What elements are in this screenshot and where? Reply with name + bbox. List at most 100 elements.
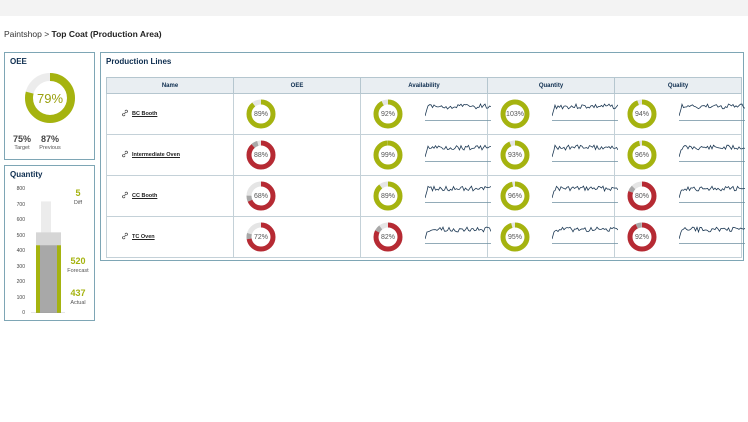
quantity-diff-label: Diff [73,200,83,206]
availability-sparkline [425,103,491,121]
oee-gauge: 68% [246,181,276,211]
quantity-sparkline [552,103,618,121]
quantity-forecast-label: Forecast [67,268,89,274]
metric-cell-oee: 89% [233,93,361,135]
quantity-panel: Quantity 800 700 600 500 400 300 200 100 0 5 Dif… [4,165,95,321]
quality-gauge-value: 94% [634,110,649,118]
line-link[interactable]: Intermediate Oven [121,150,180,160]
quality-gauge-value: 92% [634,233,649,241]
quantity-axis-tick: 300 [16,263,25,270]
line-name-cell: CC Booth [106,175,234,217]
link-icon [121,109,129,119]
line-link[interactable]: CC Booth [121,191,157,201]
availability-gauge: 89% [373,181,403,211]
oee-panel: OEE 79% 75% Target 87% Previous [4,52,95,160]
metric-cell-oee: 72% [233,216,361,258]
breadcrumb-separator: > [44,29,50,39]
link-icon [121,191,129,201]
availability-sparkline [425,226,491,244]
metric-cell-availability: 99% [360,134,491,176]
link-icon [121,150,129,160]
quantity-axis-tick: 600 [16,217,25,223]
line-name: CC Booth [132,193,158,199]
availability-sparkline [425,144,491,162]
oee-gauge: 79% [24,72,76,124]
metric-cell-quality: 94% [614,93,745,135]
link-icon [121,232,129,242]
oee-gauge-value: 89% [253,110,268,118]
quantity-actual-bar-right [57,245,61,313]
quantity-axis-tick: 500 [16,232,25,239]
table-row: Intermediate Oven 88% 99% [106,134,745,176]
oee-previous-value: 87% [40,134,59,144]
oee-panel-title: OEE [10,57,27,66]
availability-gauge: 99% [373,140,403,170]
oee-gauge-value: 79% [36,90,64,106]
quantity-axis-tick: 700 [16,201,25,208]
metric-cell-quantity: 93% [487,134,618,176]
quantity-sparkline [552,185,618,203]
metric-cell-quality: 96% [614,134,745,176]
quality-sparkline [679,103,745,121]
column-header-name[interactable]: Name [106,77,234,94]
quality-gauge-value: 96% [634,151,649,159]
line-name-cell: TC Oven [106,216,234,258]
column-header-quality[interactable]: Quality [614,77,742,94]
column-header-oee[interactable]: OEE [233,77,361,94]
metric-cell-oee: 88% [233,134,361,176]
oee-gauge: 88% [246,140,276,170]
quantity-axis-tick: 100 [16,294,25,301]
oee-gauge-value: 72% [253,233,268,241]
quantity-gauge: 95% [500,222,530,252]
quantity-sparkline [552,226,618,244]
quantity-gauge-value: 95% [507,233,522,241]
quantity-actual-bar [36,245,40,313]
oee-gauge-value: 68% [253,192,268,200]
breadcrumb-parent[interactable]: Paintshop [4,29,42,39]
oee-gauge: 89% [246,99,276,129]
quantity-diff-value: 5 [75,188,81,198]
oee-gauge-value: 88% [253,151,268,159]
oee-previous-label: Previous [39,145,61,151]
top-bar [0,0,748,16]
quality-gauge: 94% [627,99,657,129]
quality-sparkline [679,185,745,203]
oee-previous: 87% Previous [36,134,64,151]
availability-gauge-value: 99% [380,151,395,159]
availability-sparkline [425,185,491,203]
breadcrumb-current: Top Coat (Production Area) [51,29,162,39]
availability-gauge: 82% [373,222,403,252]
quantity-gauge: 103% [500,99,530,129]
line-name: TC Oven [132,234,155,240]
availability-gauge: 92% [373,99,403,129]
quantity-sparkline [552,144,618,162]
metric-cell-availability: 89% [360,175,491,217]
line-link[interactable]: TC Oven [121,232,155,242]
line-link[interactable]: BC Booth [121,109,157,119]
metric-cell-quality: 92% [614,216,745,258]
table-row: CC Booth 68% 89% 96% [106,175,745,217]
line-name: BC Booth [132,111,158,117]
metric-cell-availability: 82% [360,216,491,258]
line-name-cell: BC Booth [106,93,234,135]
quality-sparkline [679,226,745,244]
column-header-quantity[interactable]: Quantity [487,77,615,94]
availability-gauge-value: 92% [380,110,395,118]
quantity-axis-tick: 800 [16,186,25,192]
quantity-actual-value: 437 [70,288,86,298]
quantity-gauge-value: 103% [506,110,524,118]
quantity-panel-title: Quantity [10,170,43,179]
quantity-bar-chart [31,201,65,313]
metric-cell-quantity: 95% [487,216,618,258]
quantity-forecast-value: 520 [70,256,86,266]
quantity-gauge: 96% [500,181,530,211]
availability-gauge-value: 89% [380,192,395,200]
oee-target-value: 75% [12,134,31,144]
column-header-availability[interactable]: Availability [360,77,488,94]
quantity-axis-tick: 400 [16,248,25,254]
quality-gauge-value: 80% [634,192,649,200]
line-name-cell: Intermediate Oven [106,134,234,176]
quantity-actual-fill [40,245,57,313]
oee-target: 75% Target [9,134,35,151]
production-lines-table: Name OEE Availability Quantity Quality B… [106,77,745,258]
